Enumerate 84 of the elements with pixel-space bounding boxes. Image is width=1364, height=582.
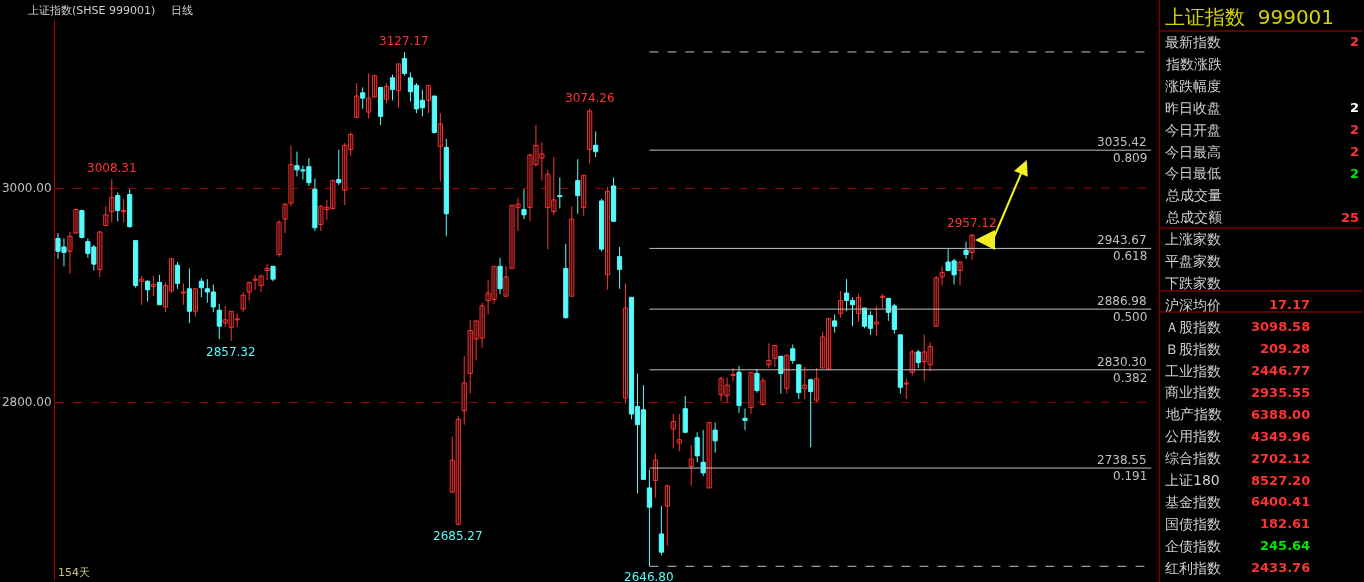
annotation: 3074.26 (565, 91, 615, 105)
candlestick (796, 364, 802, 400)
chart-subtitle: 日线 (171, 4, 193, 17)
category-label: 商业指数 (1165, 384, 1221, 400)
candlestick (103, 205, 109, 227)
category-label: 沪深均价 (1165, 297, 1221, 313)
annotation: 154天 (58, 566, 90, 579)
category-label: 公用指数 (1165, 428, 1221, 444)
category-label: 涨跌幅度 (1165, 78, 1221, 94)
category-label: 上证180 (1165, 472, 1220, 488)
annotation: 2957.12 (947, 216, 997, 230)
ref-line-label: 2943.67 0.618 (1097, 233, 1148, 263)
candlestick (246, 281, 252, 302)
category-label: 国债指数 (1165, 516, 1221, 532)
category-label: 红利指数 (1165, 560, 1221, 576)
text: 2433.76 (1251, 560, 1311, 575)
category-label: 总成交量 (1165, 187, 1222, 203)
category-label: 今日开盘 (1165, 122, 1221, 138)
category-label: 下跌家数 (1165, 275, 1221, 291)
candlestick (706, 422, 712, 489)
text: 2935.55 (1251, 385, 1311, 400)
annotation: 2857.32 (206, 345, 256, 359)
ref-line-label: 3035.42 0.809 (1097, 135, 1148, 165)
text: 2 (1350, 122, 1360, 137)
category-label: 基金指数 (1165, 494, 1221, 510)
text: 3098.58 (1251, 319, 1311, 334)
ref-line-label: 2830.30 0.382 (1097, 355, 1148, 385)
text: 6400.41 (1251, 494, 1311, 509)
candlestick (802, 366, 808, 400)
text: 25 (1341, 210, 1360, 225)
text: 2 (1350, 34, 1360, 49)
text: 245.64 (1260, 538, 1311, 553)
category-label: 昨日收盘 (1165, 100, 1221, 116)
candlestick (557, 176, 563, 209)
text: 2702.12 (1251, 451, 1311, 466)
candlestick (873, 305, 880, 337)
category-label: 平盘家数 (1165, 253, 1221, 269)
annotation: 3127.17 (379, 34, 429, 48)
category-label: 总成交额 (1165, 209, 1222, 225)
category-label: 地产指数 (1165, 406, 1222, 422)
candlestick (694, 431, 700, 463)
category-label: Ｂ股指数 (1165, 341, 1221, 357)
text: 4349.96 (1251, 429, 1311, 444)
candlestick (563, 243, 569, 320)
candlestick (97, 230, 103, 278)
candlestick (461, 355, 467, 426)
ref-line-label: 2738.55 0.191 (1097, 453, 1148, 483)
candlestick (778, 355, 784, 395)
text: 2 (1350, 100, 1360, 115)
text: 6388.00 (1251, 407, 1311, 422)
category-label: 今日最高 (1165, 144, 1221, 160)
category-label: 工业指数 (1165, 363, 1221, 379)
chart-title: 上证指数(SHSE 999001) (28, 4, 156, 17)
category-label: 综合指数 (1165, 450, 1221, 466)
candlestick (180, 282, 187, 306)
text: 2 (1350, 166, 1360, 181)
candlestick (688, 444, 694, 487)
category-label: Ａ股指数 (1165, 319, 1221, 335)
y-tick-label: 2800.00 (1, 395, 52, 410)
text: 17.17 (1269, 297, 1311, 312)
text: 上证指数 999001 (1165, 5, 1335, 29)
candlestick (790, 343, 796, 365)
text: 182.61 (1260, 516, 1311, 531)
annotation: 2646.80 (624, 570, 674, 582)
y-tick-label: 3000.00 (1, 181, 52, 196)
candlestick (139, 275, 145, 306)
candlestick (240, 291, 246, 313)
annotation: 3008.31 (87, 161, 137, 175)
category-label: 上涨家数 (1165, 231, 1221, 247)
candlestick (336, 149, 342, 186)
category-label: 今日最低 (1165, 165, 1221, 181)
annotation: 2685.27 (433, 529, 483, 543)
candlestick (784, 354, 790, 395)
candlestick (676, 413, 682, 453)
text: 2 (1350, 144, 1360, 159)
text: 209.28 (1260, 341, 1311, 356)
ref-line-label: 2886.98 0.500 (1097, 294, 1148, 324)
category-label: 指数涨跌 (1165, 56, 1222, 72)
candlestick (903, 378, 909, 400)
text: 8527.20 (1251, 473, 1311, 488)
category-label: 企债指数 (1165, 538, 1221, 554)
category-label: 最新指数 (1165, 34, 1221, 50)
text: 2446.77 (1251, 363, 1311, 378)
candlestick (372, 75, 378, 98)
